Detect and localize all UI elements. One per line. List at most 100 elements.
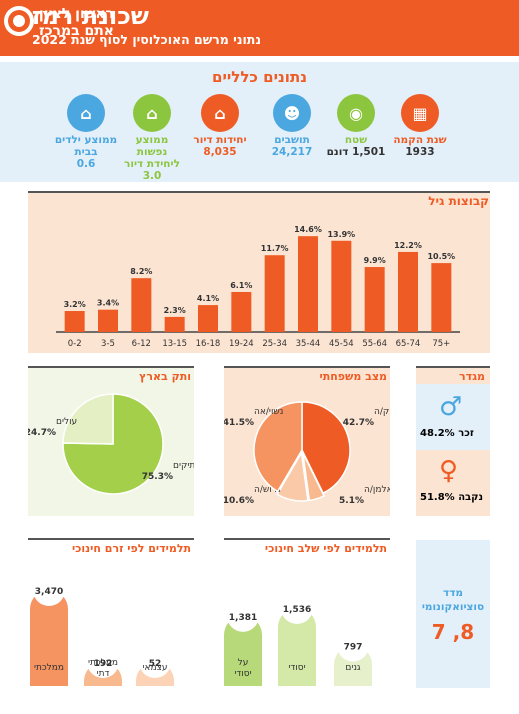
age-bar-label: 3.4% xyxy=(97,299,119,308)
age-tick-label: 16-18 xyxy=(196,339,221,349)
pie-slice-value: 10.6% xyxy=(224,496,254,506)
stage-divider xyxy=(224,538,390,540)
age-bar xyxy=(364,267,385,332)
age-bar xyxy=(98,309,118,332)
page-subtitle: נתוני מרשם האוכלוסין לסוף שנת 2022 xyxy=(32,32,261,47)
seniority-chart: ותיקים75.3% עולים24.7% xyxy=(28,393,194,495)
child-house-icon: ⌂ xyxy=(67,94,105,132)
pie-slice-label: אלמן/ה xyxy=(364,485,390,495)
age-tick-label: 6-12 xyxy=(132,339,151,349)
age-bar-label: 9.9% xyxy=(364,256,386,265)
value-bubble xyxy=(139,646,171,678)
pie-slice-label: ותיקים xyxy=(173,461,194,471)
age-tick-label: 13-15 xyxy=(162,339,187,349)
age-bar-label: 6.1% xyxy=(230,281,252,290)
general-title: נתונים כלליים xyxy=(212,68,307,86)
age-tick-label: 55-64 xyxy=(362,339,387,349)
pie-slice-value: 5.1% xyxy=(339,496,364,506)
socio-panel xyxy=(416,540,490,688)
gender-title: מגדר xyxy=(459,370,485,383)
value-bubble xyxy=(33,574,65,606)
age-tick-label: 0-2 xyxy=(68,339,82,349)
female-value: 51.8% xyxy=(420,492,455,503)
student-bar-label: גנים xyxy=(345,663,361,673)
male-symbol-icon: ♂ xyxy=(439,392,463,422)
student-bar-label: על xyxy=(238,658,249,668)
age-chart: 3.2% 0-2 3.4% 3-5 8.2% 6-12 2.3% 13-15 4.1% 16-18… xyxy=(56,225,460,349)
value-bubble xyxy=(87,646,119,678)
seniority-divider xyxy=(28,366,194,368)
stat-label: שנת הקמה xyxy=(393,134,447,146)
stat-label: שטח xyxy=(344,134,368,146)
age-bar xyxy=(164,316,185,332)
age-bar xyxy=(298,236,318,332)
age-bar-label: 8.2% xyxy=(130,267,152,276)
age-bar-label: 3.2% xyxy=(64,300,86,309)
people-icon: ☻ xyxy=(273,94,311,132)
student-bar-label: עצמאי xyxy=(142,663,167,673)
age-bar-label: 11.7% xyxy=(261,244,289,253)
pie-slice-label: נשוי/אה xyxy=(254,407,283,417)
age-bar xyxy=(131,278,152,332)
stat-value: 0.6 xyxy=(76,158,96,170)
logo-emblem-icon xyxy=(4,6,34,36)
calendar-icon: ▦ xyxy=(401,94,439,132)
female-symbol-icon: ♀ xyxy=(439,456,459,486)
pie-slice-label: גרוש/ה xyxy=(254,485,281,495)
age-divider xyxy=(28,191,490,193)
pie-slice-value: 42.7% xyxy=(343,418,374,428)
pie-slice-value: 24.7% xyxy=(28,428,56,438)
male-label: זכר xyxy=(458,428,474,439)
age-bar-label: 13.9% xyxy=(327,230,355,239)
pie-slice xyxy=(301,401,351,495)
age-tick-label: 3-5 xyxy=(101,339,115,349)
stat-label: יחידות דיור xyxy=(193,134,247,146)
stat-label: תושבים xyxy=(274,134,310,146)
stat-area: ◉ שטח 1,501 דונם xyxy=(324,94,388,158)
stat-residents: ☻ תושבים 24,217 xyxy=(260,94,324,158)
stat-label: ממוצע נפשות ליחידת דיור xyxy=(124,134,180,170)
male-value: 48.2% xyxy=(420,428,455,439)
female-row: נקבה 51.8% xyxy=(420,492,483,503)
pie-slice xyxy=(62,393,114,445)
stat-value: 24,217 xyxy=(271,146,313,158)
age-bar xyxy=(331,240,352,332)
male-row: זכר 48.2% xyxy=(420,428,474,439)
family-house-icon: ⌂ xyxy=(133,94,171,132)
logo-line-2: אתם במרכז xyxy=(38,23,114,39)
pie-slice xyxy=(253,401,303,493)
logo-line-1: ראשון לציון xyxy=(38,6,114,22)
gender-divider xyxy=(416,366,490,368)
age-tick-label: 45-54 xyxy=(329,339,354,349)
family-status-title: מצב משפחתי xyxy=(319,370,387,383)
student-bar-value: 1,381 xyxy=(229,613,257,623)
stat-value: 1,501 דונם xyxy=(326,146,386,158)
student-bar xyxy=(30,590,68,686)
student-bar-value: 3,470 xyxy=(35,587,63,597)
age-tick-label: 19-24 xyxy=(229,339,254,349)
female-label: נקבה xyxy=(458,492,484,503)
student-bar-label: ממלכתי xyxy=(88,658,118,668)
age-bar xyxy=(264,255,285,332)
value-bubble xyxy=(281,592,313,624)
student-bar-value: 797 xyxy=(344,643,363,653)
stat-founding-year: ▦ שנת הקמה 1933 xyxy=(388,94,452,158)
stream-divider xyxy=(28,538,194,540)
age-tick-label: 25-34 xyxy=(262,339,287,349)
pie-slice xyxy=(276,450,309,502)
stat-housing-units: ⌂ יחידות דיור 8,035 xyxy=(188,94,252,158)
stage-title: תלמידים לפי שלב חינוכי xyxy=(264,542,387,555)
age-bar xyxy=(64,311,85,332)
student-bar-label: יסודי xyxy=(288,663,305,673)
stat-children-per-home: ⌂ ממוצע ילדים בבית 0.6 xyxy=(54,94,118,170)
stat-label: ממוצע ילדים בבית xyxy=(54,134,118,158)
age-bar-label: 2.3% xyxy=(164,306,186,315)
value-bubble xyxy=(227,599,259,632)
age-bar xyxy=(231,291,252,332)
age-bar-label: 14.6% xyxy=(294,225,322,234)
student-bar-label: יסודי xyxy=(234,669,251,679)
student-bar-value: 52 xyxy=(149,659,162,669)
stream-title: תלמידים לפי זרם חינוכי xyxy=(71,542,191,555)
